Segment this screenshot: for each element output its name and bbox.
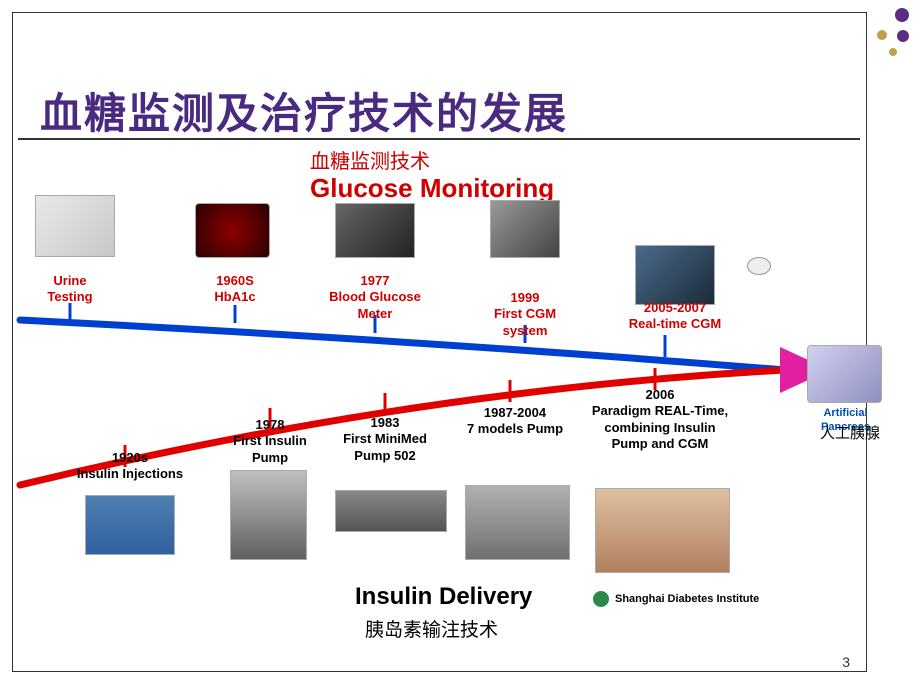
institute-logo-icon [593,591,609,607]
models-label: 1987-20047 models Pump [465,405,565,438]
timeline-lines [15,195,905,635]
pump-models-image [465,485,570,560]
insulin-delivery-heading: Insulin Delivery [355,583,532,611]
realtime-cgm-image [635,245,715,305]
minimed-502-image [335,490,447,532]
cgm2-label: 2005-2007Real-time CGM [615,300,735,333]
paradigm-label: 2006Paradigm REAL-Time, combining Insuli… [585,387,735,452]
urine-label: Urine Testing [35,273,105,306]
timeline-diagram: Urine Testing 1960S HbA1c 1977Blood Gluc… [15,195,905,635]
subtitle-cn: 血糖监测技术 [310,145,430,174]
page-number: 3 [842,654,850,670]
title-underline [18,138,860,140]
insulin-pump-1978-image [230,470,307,560]
paradigm-body-image [595,488,730,573]
first-cgm-image [490,200,560,258]
meter-label: 1977Blood Glucose Meter [320,273,430,322]
insulin-delivery-cn: 胰岛素输注技术 [365,615,498,642]
syringes-image [85,495,175,555]
institute-label: Shanghai Diabetes Institute [615,593,759,605]
cgm1-label: 1999First CGM system [480,290,570,339]
glucose-meter-image [335,203,415,258]
artificial-pancreas-image [807,345,882,403]
hba1c-label: 1960S HbA1c [195,273,275,306]
hba1c-image [195,203,270,258]
ap-label-cn: 人工胰腺 [815,425,885,444]
injections-label: 1920sInsulin Injections [65,450,195,483]
cgm-sensor-icon [747,257,771,275]
urine-testing-image [35,195,115,257]
slide-title: 血糖监测及治疗技术的发展 [40,80,568,141]
minimed-label: 1983First MiniMed Pump 502 [325,415,445,464]
first-pump-label: 1978First Insulin Pump [220,417,320,466]
decorative-dots [875,0,915,60]
